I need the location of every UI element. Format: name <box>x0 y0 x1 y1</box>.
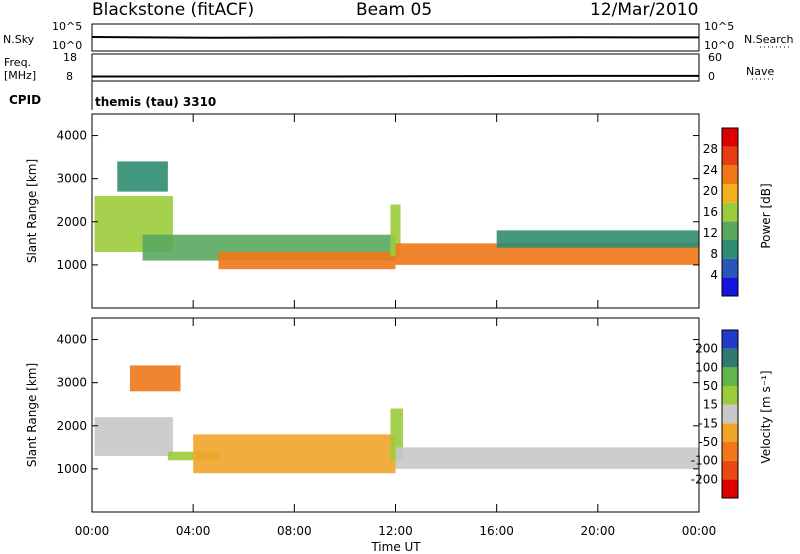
freq-unit: [MHz] <box>4 69 36 82</box>
cbar-tick-5: 50 <box>703 379 718 393</box>
cbar-tick-7: 200 <box>695 342 718 356</box>
cbar-tick-2: 12 <box>703 226 718 240</box>
nsky-top: 10^5 <box>52 20 82 33</box>
y-tick-label-1: 2000 <box>56 215 87 229</box>
freq-top: 18 <box>63 51 77 64</box>
x-axis: 00:00 04:00 08:00 12:00 16:00 20:00 00:00 <box>75 114 717 538</box>
x-tick-label-6: 00:00 <box>682 524 717 538</box>
cbar-swatch-8 <box>722 330 738 349</box>
cbar-swatch-2 <box>722 442 738 461</box>
cbar-tick-1: 8 <box>710 247 718 261</box>
x-tick-label-0: 00:00 <box>75 524 110 538</box>
velocity-band-2 <box>167 451 219 461</box>
x-tick-label-3: 12:00 <box>378 524 413 538</box>
velocity-axes: 1000 2000 3000 4000 <box>56 333 699 476</box>
velocity-band-3 <box>193 434 396 474</box>
freq-trace <box>92 74 699 78</box>
nsky-bottom: 10^0 <box>52 39 82 52</box>
y-tick-label-2: 3000 <box>56 172 87 186</box>
nsky-trace <box>91 36 700 39</box>
nave-bottom: 0 <box>708 70 715 83</box>
cbar-swatch-5 <box>722 386 738 405</box>
velocity-band-0 <box>94 417 173 456</box>
cbar-swatch-2 <box>722 240 738 259</box>
y-tick-label-2: 3000 <box>56 376 87 390</box>
cpid-text: themis (tau) 3310 <box>95 95 216 109</box>
cbar-tick-4: 15 <box>703 398 718 412</box>
velocity-cbar-label: Velocity [m s⁻¹] <box>759 370 773 463</box>
cbar-swatch-1 <box>722 460 738 480</box>
y-tick-label-3: 4000 <box>56 333 87 347</box>
y-tick-label-0: 1000 <box>56 258 87 272</box>
cbar-tick-4: 20 <box>703 184 718 198</box>
cbar-swatch-3 <box>722 221 738 240</box>
y-tick-label-0: 1000 <box>56 462 87 476</box>
power-heatmap <box>94 161 699 270</box>
cbar-swatch-4 <box>722 202 738 222</box>
station-title: Blackstone (fitACF) <box>92 0 255 20</box>
cbar-swatch-7 <box>722 146 738 166</box>
velocity-band-1 <box>129 365 181 392</box>
cbar-swatch-5 <box>722 184 738 203</box>
cbar-swatch-0 <box>722 479 738 498</box>
cbar-tick-2: -50 <box>698 435 718 449</box>
power-band-1 <box>117 161 168 192</box>
nave-label: Nave <box>746 65 774 78</box>
cpid-label: CPID <box>9 93 41 107</box>
cbar-swatch-0 <box>722 277 738 296</box>
freq-bottom: 8 <box>66 70 73 83</box>
beam-title: Beam 05 <box>356 0 433 20</box>
freq-label: Freq. <box>4 56 31 69</box>
cbar-tick-0: 4 <box>710 268 718 282</box>
cbar-swatch-1 <box>722 258 738 278</box>
cbar-frame <box>721 329 739 499</box>
power-band-6 <box>496 230 699 248</box>
cbar-tick-3: -15 <box>698 416 718 430</box>
cbar-frame <box>721 127 739 297</box>
freq-panel <box>91 53 700 82</box>
x-axis-title: Time UT <box>370 540 421 554</box>
cbar-tick-6: 28 <box>703 142 718 156</box>
nsearch-top: 10^5 <box>704 20 734 33</box>
cbar-swatch-6 <box>722 367 738 386</box>
nsearch-bottom: 10^0 <box>704 39 734 52</box>
velocity-ylabel: Slant Range [km] <box>25 363 39 467</box>
cbar-tick-0: -200 <box>691 472 718 486</box>
velocity-band-4 <box>390 408 404 461</box>
power-band-3 <box>218 251 396 270</box>
nave-top: 60 <box>708 51 722 64</box>
y-tick-label-1: 2000 <box>56 419 87 433</box>
x-tick-label-2: 08:00 <box>277 524 312 538</box>
velocity-band-5 <box>395 447 699 469</box>
nsearch-label: N.Search <box>744 33 794 46</box>
x-tick-label-5: 20:00 <box>581 524 616 538</box>
x-tick-label-1: 04:00 <box>176 524 211 538</box>
cbar-swatch-3 <box>722 423 738 442</box>
nsky-label: N.Sky <box>3 33 35 46</box>
power-axes: 1000 2000 3000 4000 <box>56 129 699 272</box>
cbar-swatch-6 <box>722 165 738 184</box>
cbar-swatch-7 <box>722 348 738 368</box>
x-tick-label-4: 16:00 <box>479 524 514 538</box>
power-cbar-label: Power [dB] <box>759 183 773 248</box>
cbar-tick-3: 16 <box>703 205 718 219</box>
power-band-4 <box>390 204 401 257</box>
velocity-heatmap <box>94 365 699 474</box>
cbar-tick-6: 100 <box>695 360 718 374</box>
velocity-colorbar: -200 -100 -50 -15 15 50 100 200 <box>691 329 739 499</box>
date-title: 12/Mar/2010 <box>590 0 699 20</box>
power-ylabel: Slant Range [km] <box>25 159 39 263</box>
power-band-5 <box>395 243 699 265</box>
cbar-tick-5: 24 <box>703 163 718 177</box>
power-colorbar: 4 8 12 16 20 24 28 <box>703 127 739 297</box>
cbar-tick-1: -100 <box>691 454 718 468</box>
cbar-swatch-8 <box>722 128 738 147</box>
cbar-swatch-4 <box>722 404 738 424</box>
y-tick-label-3: 4000 <box>56 129 87 143</box>
